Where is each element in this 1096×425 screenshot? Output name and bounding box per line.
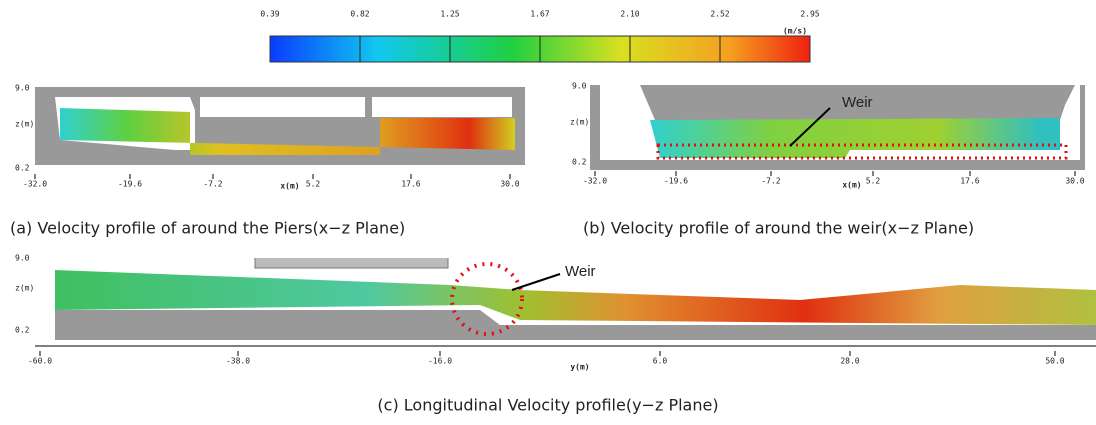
colorbar-tick-label: 2.10 [620, 10, 639, 19]
colorbar-tick-label: 1.67 [530, 10, 549, 19]
colorbar-tick-label: 2.95 [800, 10, 819, 19]
colorbar-tick-label: 1.25 [440, 10, 459, 19]
x-axis-label: x(m) [280, 182, 299, 191]
x-tick-label: -60.0 [28, 357, 52, 366]
x-tick-label: -19.6 [664, 177, 688, 186]
caption: (a) Velocity profile of around the Piers… [10, 219, 405, 238]
x-tick-label: -7.2 [203, 180, 222, 189]
x-tick-label: -32.0 [583, 177, 607, 186]
caption: (b) Velocity profile of around the weir(… [583, 219, 974, 238]
x-axis-label: x(m) [842, 181, 861, 190]
pier [255, 258, 448, 268]
x-tick-label: -19.6 [118, 180, 142, 189]
y-axis-label: z(m) [15, 284, 34, 293]
x-tick-label: 28.0 [840, 357, 859, 366]
x-tick-label: 17.6 [401, 180, 420, 189]
y-axis-label: 9.0 [15, 254, 30, 263]
colorbar-tick-label: 0.39 [260, 10, 279, 19]
x-tick-label: 6.0 [653, 357, 668, 366]
annotation: Weir [842, 94, 873, 111]
pier-gap [372, 97, 512, 117]
caption: (c) Longitudinal Velocity profile(y−z Pl… [377, 396, 718, 415]
x-tick-label: -7.2 [761, 177, 780, 186]
pier-gap [200, 97, 365, 117]
y-axis-label: 0.2 [572, 158, 587, 167]
y-axis-label: 9.0 [15, 84, 30, 93]
x-tick-label: 30.0 [500, 180, 519, 189]
x-tick-label: 17.6 [960, 177, 979, 186]
x-tick-label: 5.2 [866, 177, 881, 186]
x-tick-label: 50.0 [1045, 357, 1064, 366]
x-tick-label: 5.2 [306, 180, 321, 189]
x-tick-label: -38.0 [226, 357, 250, 366]
colorbar-unit: (m/s) [783, 27, 807, 36]
x-tick-label: -32.0 [23, 180, 47, 189]
y-axis-label: z(m) [15, 120, 34, 129]
figure: (m/s) 0.39 0.82 1.25 1.67 2.10 2.52 2.95 9.0 z(m… [0, 0, 1096, 425]
y-axis-label: 0.2 [15, 164, 30, 173]
colorbar-tick-label: 2.52 [710, 10, 729, 19]
y-axis-label: z(m) [570, 118, 589, 127]
y-axis-label: 9.0 [572, 82, 587, 91]
x-axis-label: y(m) [570, 363, 589, 372]
annotation: Weir [565, 263, 596, 280]
x-tick-label: 30.0 [1065, 177, 1084, 186]
x-tick-label: -16.0 [428, 357, 452, 366]
y-axis-label: 0.2 [15, 326, 30, 335]
colorbar-tick-label: 0.82 [350, 10, 369, 19]
